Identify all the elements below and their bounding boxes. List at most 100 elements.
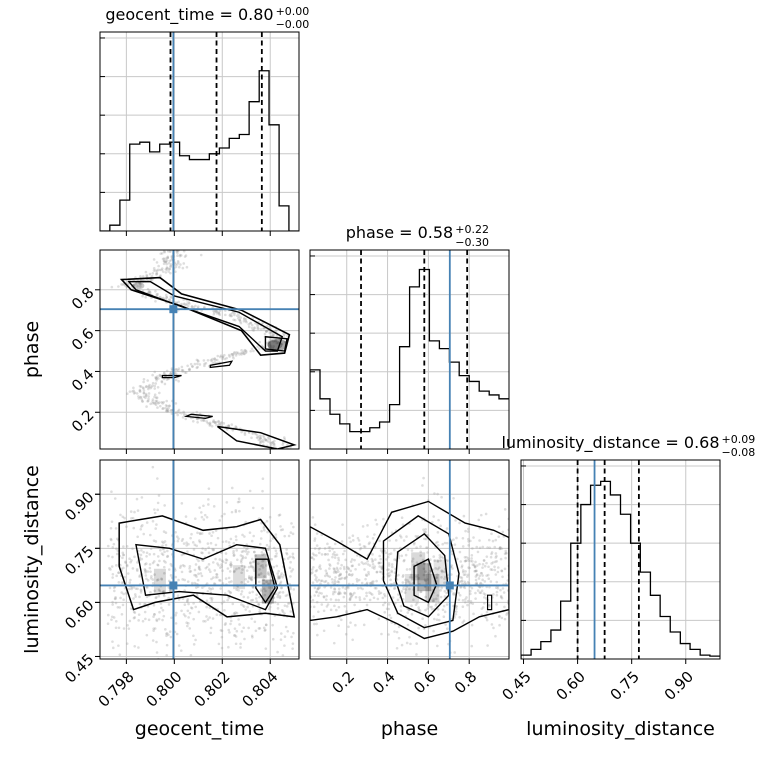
sample-point xyxy=(274,339,277,343)
sample-point xyxy=(168,250,172,254)
sample-point xyxy=(484,593,487,596)
sample-point xyxy=(238,318,241,322)
sample-point xyxy=(479,571,483,575)
sample-point xyxy=(212,505,216,508)
sample-point xyxy=(257,602,260,606)
sample-point xyxy=(488,605,491,608)
sample-point xyxy=(479,591,483,595)
sample-point xyxy=(112,542,116,546)
sample-point xyxy=(258,626,262,630)
sample-point xyxy=(285,552,289,556)
sample-point xyxy=(454,610,458,613)
sample-point xyxy=(333,588,337,591)
sample-point xyxy=(136,587,139,591)
sample-point xyxy=(163,382,167,386)
sample-point xyxy=(159,252,163,255)
sample-point xyxy=(460,576,464,580)
sample-point xyxy=(312,565,315,569)
contour xyxy=(310,500,509,640)
sample-point xyxy=(278,596,282,600)
sample-point xyxy=(437,613,440,616)
sample-point xyxy=(213,569,217,572)
sample-point xyxy=(244,349,247,352)
sample-point xyxy=(337,556,340,560)
sample-point xyxy=(414,534,418,538)
sample-point xyxy=(464,573,467,576)
sample-point xyxy=(246,605,249,609)
sample-point xyxy=(188,302,191,305)
sample-point xyxy=(158,373,162,377)
sample-point xyxy=(456,557,459,561)
sample-point xyxy=(229,565,233,568)
sample-point xyxy=(267,582,270,586)
sample-point xyxy=(275,552,278,555)
sample-point xyxy=(125,545,129,548)
sample-point xyxy=(247,325,251,329)
sample-point xyxy=(155,523,158,526)
sample-point xyxy=(337,598,340,602)
sample-point xyxy=(359,672,362,675)
sample-point xyxy=(312,557,316,561)
axes-frame xyxy=(309,459,510,660)
sample-point xyxy=(252,534,255,538)
sample-point xyxy=(402,587,405,591)
sample-point xyxy=(220,635,224,639)
sample-point xyxy=(461,582,464,586)
contour xyxy=(135,543,279,611)
sample-point xyxy=(368,581,372,585)
sample-point xyxy=(107,554,110,558)
sample-point xyxy=(154,269,157,272)
sample-point xyxy=(436,560,440,563)
sample-point xyxy=(257,603,261,606)
sample-point xyxy=(227,424,230,427)
sample-point xyxy=(239,321,243,325)
sample-point xyxy=(221,357,224,361)
sample-point xyxy=(141,294,144,298)
sample-point xyxy=(478,574,482,578)
sample-point xyxy=(160,268,164,272)
sample-point xyxy=(248,576,251,580)
sample-point xyxy=(467,557,470,560)
sample-point xyxy=(491,561,495,564)
sample-point xyxy=(109,526,113,530)
sample-point xyxy=(320,603,324,606)
sample-point xyxy=(186,624,189,628)
sample-point xyxy=(149,570,152,573)
sample-point xyxy=(477,518,481,522)
sample-point xyxy=(160,552,164,555)
sample-point xyxy=(222,422,226,425)
sample-point xyxy=(153,393,157,397)
sample-point xyxy=(160,606,163,610)
sample-point xyxy=(503,508,507,511)
sample-point xyxy=(264,438,267,442)
sample-point xyxy=(223,512,226,516)
sample-point xyxy=(140,398,144,401)
sample-point xyxy=(176,263,179,266)
sample-point xyxy=(417,606,420,609)
sample-point xyxy=(255,593,258,597)
sample-point xyxy=(234,425,238,428)
sample-point xyxy=(392,582,396,585)
sample-point xyxy=(251,328,255,332)
sample-point xyxy=(211,617,215,620)
sample-point xyxy=(169,271,172,275)
sample-point xyxy=(334,598,338,602)
sample-point xyxy=(371,566,374,569)
sample-point xyxy=(332,567,336,570)
sample-point xyxy=(269,337,272,341)
sample-point xyxy=(145,385,148,388)
sample-point xyxy=(503,605,506,609)
sample-point xyxy=(339,572,343,576)
sample-point xyxy=(283,635,287,639)
sample-point xyxy=(292,525,295,529)
sample-point xyxy=(440,555,443,559)
sample-point xyxy=(278,590,282,594)
sample-point xyxy=(149,386,152,390)
sample-point xyxy=(152,603,156,607)
sample-point xyxy=(167,270,170,273)
sample-point xyxy=(475,545,479,549)
sample-point xyxy=(439,595,443,599)
sample-point xyxy=(162,377,166,381)
sample-point xyxy=(419,545,422,548)
sample-point xyxy=(214,310,218,313)
